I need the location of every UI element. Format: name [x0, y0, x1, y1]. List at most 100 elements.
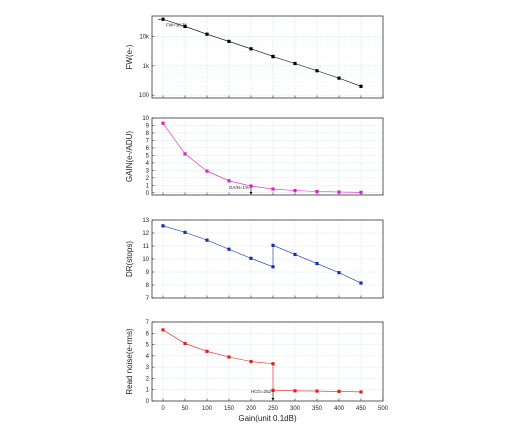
- panel-3: 7 8 9 10 11 12 13 DR(stops): [125, 218, 384, 302]
- x-tick-label: 100: [202, 406, 213, 412]
- y-tick-label: 1k: [143, 64, 150, 70]
- data-point: [337, 76, 341, 80]
- data-point: [205, 238, 209, 242]
- y-tick-label: 11: [143, 244, 150, 250]
- data-point: [205, 349, 209, 353]
- annotation-label: HCG=252: [251, 389, 272, 394]
- y-tick-label: 10: [142, 257, 149, 263]
- plot-frame: [151, 15, 384, 99]
- data-point: [315, 69, 319, 73]
- data-point: [249, 47, 253, 51]
- x-tick-label: 0: [161, 406, 165, 412]
- x-tick-label: 200: [246, 406, 257, 412]
- data-point: [359, 390, 363, 394]
- data-point: [293, 389, 297, 393]
- data-point: [337, 271, 341, 275]
- data-point: [183, 152, 187, 156]
- plot-frame: [151, 117, 384, 196]
- y-axis-title: DR(stops): [125, 241, 134, 277]
- data-point: [161, 121, 165, 125]
- data-point: [271, 243, 275, 247]
- y-tick-label: 12: [142, 231, 149, 237]
- y-tick-label: 3: [146, 168, 150, 174]
- x-tick-label: 300: [290, 406, 301, 412]
- x-tick-label: 450: [356, 406, 367, 412]
- annotation-arrowhead: [249, 192, 253, 195]
- x-axis-title: Gain(unit 0.1dB): [238, 414, 297, 423]
- series-line: [162, 123, 362, 193]
- data-point: [183, 341, 187, 346]
- y-tick-label: 7: [146, 138, 150, 144]
- data-point: [227, 179, 231, 183]
- x-tick-label: 500: [378, 406, 389, 412]
- y-tick-label: 6: [146, 331, 150, 337]
- data-point: [293, 61, 297, 66]
- data-point: [161, 328, 165, 332]
- y-tick-label: 5: [146, 343, 150, 349]
- y-tick-label: 9: [146, 123, 150, 129]
- y-tick-label: 3: [146, 365, 150, 371]
- y-tick-label: 1: [146, 183, 150, 189]
- data-point: [183, 230, 187, 234]
- data-point: [293, 252, 297, 257]
- y-tick-label: 10k: [139, 35, 150, 41]
- y-tick-label: 0: [146, 399, 150, 405]
- y-tick-label: 10: [142, 116, 149, 122]
- data-point: [359, 84, 363, 88]
- data-point: [249, 359, 253, 364]
- y-tick-label: 7: [146, 296, 150, 302]
- data-point: [205, 169, 209, 173]
- data-point: [161, 224, 165, 228]
- y-axis-title: GAIN(e-/ADU): [125, 131, 134, 182]
- y-tick-label: 6: [146, 146, 150, 152]
- data-point: [359, 281, 363, 285]
- y-axis-title: FW(e-): [125, 44, 134, 69]
- series-line: [162, 329, 362, 393]
- data-point: [227, 39, 231, 44]
- data-point: [271, 55, 275, 59]
- data-point: [337, 190, 341, 194]
- panel-4: 0 1 2 3 4 5 6 7 0 50 100 150 200 250 300 350 400 450 500 Re…: [125, 320, 389, 423]
- annotation-label: FW=38.7K: [166, 22, 187, 27]
- y-tick-label: 4: [146, 161, 150, 167]
- annotation-arrowhead: [271, 398, 275, 401]
- data-point: [205, 32, 209, 36]
- data-point: [315, 261, 319, 266]
- data-point: [315, 389, 319, 393]
- x-tick-label: 350: [312, 406, 323, 412]
- series-line: [162, 18, 362, 87]
- y-tick-label: 9: [146, 270, 150, 276]
- y-tick-label: 8: [146, 131, 150, 137]
- y-tick-label: 0: [146, 191, 150, 197]
- x-tick-label: 50: [182, 406, 189, 412]
- y-axis-title: Read noise(e-rms): [125, 328, 134, 395]
- y-tick-label: 7: [146, 320, 150, 326]
- y-tick-label: 2: [146, 176, 150, 182]
- annotation-label: GAIN=1%: [229, 185, 249, 190]
- series-line: [162, 225, 362, 284]
- data-point: [271, 187, 275, 191]
- data-point: [271, 362, 275, 366]
- data-point: [227, 355, 231, 359]
- x-tick-label: 150: [224, 406, 235, 412]
- data-point: [227, 247, 231, 251]
- data-point: [315, 189, 319, 194]
- x-tick-label: 250: [268, 406, 279, 412]
- data-point: [249, 256, 253, 260]
- y-tick-label: 100: [139, 93, 150, 99]
- y-tick-label: 13: [142, 218, 149, 224]
- data-point: [271, 388, 275, 392]
- plot-frame: [151, 219, 384, 299]
- data-point: [271, 265, 275, 269]
- panel-2: 0 12 34 56 78 910 GAIN(e-/ADU) GAIN=1%: [125, 116, 384, 197]
- y-tick-label: 8: [146, 283, 150, 289]
- data-point: [161, 17, 165, 21]
- y-tick-label: 2: [146, 376, 150, 382]
- plot-frame: [151, 321, 384, 402]
- data-point: [183, 24, 187, 29]
- panel-1: 100 1k 10k FW(e-) FW=38.7K: [125, 15, 384, 99]
- data-point: [293, 188, 297, 193]
- x-tick-label: 400: [334, 406, 345, 412]
- data-point: [249, 184, 253, 188]
